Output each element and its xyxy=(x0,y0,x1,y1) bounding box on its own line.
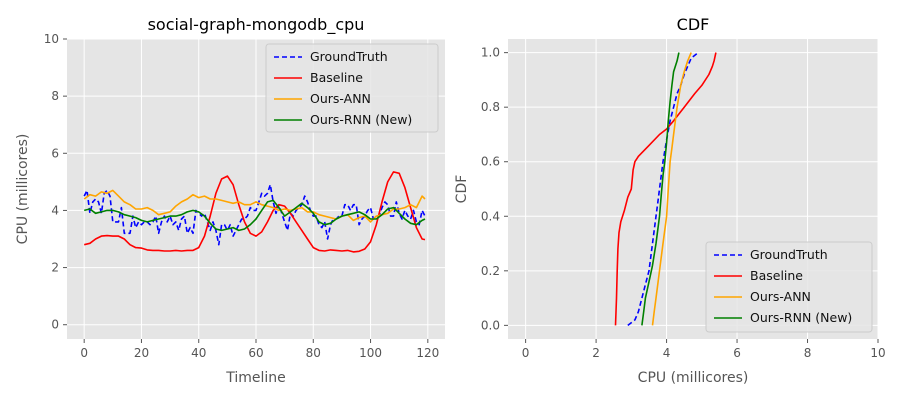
y-tick-label: 10 xyxy=(44,32,59,46)
x-tick-label: 60 xyxy=(248,346,263,360)
x-tick-label: 40 xyxy=(191,346,206,360)
y-tick-label: 6 xyxy=(51,146,59,160)
series-line-groundtruth xyxy=(83,183,426,246)
chart-title: CDF xyxy=(677,15,710,34)
y-tick-label: 0.0 xyxy=(481,318,500,332)
x-tick-label: 4 xyxy=(663,346,671,360)
legend: GroundTruth Baseline Ours-ANN Ours-RNN (New… xyxy=(265,43,439,133)
y-tick-label: 0.8 xyxy=(481,100,500,114)
x-tick-label: 6 xyxy=(733,346,741,360)
legend-label-groundtruth: GroundTruth xyxy=(310,49,388,64)
y-tick-label: 0.4 xyxy=(481,209,500,223)
legend-label-ours-rnn-new: Ours-RNN (New) xyxy=(310,112,412,127)
y-tick-label: 8 xyxy=(51,89,59,103)
legend-label-groundtruth: GroundTruth xyxy=(750,247,828,262)
legend-label-ours-rnn-new: Ours-RNN (New) xyxy=(750,310,852,325)
y-tick-label: 0.2 xyxy=(481,264,500,278)
x-tick-label: 100 xyxy=(359,346,382,360)
series-line-baseline xyxy=(614,52,717,326)
legend-label-ours-ann: Ours-ANN xyxy=(310,91,371,106)
x-tick-label: 10 xyxy=(870,346,885,360)
x-tick-label: 8 xyxy=(804,346,812,360)
x-tick-label: 80 xyxy=(306,346,321,360)
legend-box xyxy=(265,43,439,133)
y-tick-label: 4 xyxy=(51,203,59,217)
x-tick-label: 2 xyxy=(592,346,600,360)
series-line-ours-rnn-new xyxy=(641,52,680,326)
x-tick-label: 0 xyxy=(522,346,530,360)
legend: GroundTruth Baseline Ours-ANN Ours-RNN (New… xyxy=(705,241,873,333)
x-tick-label: 20 xyxy=(134,346,149,360)
legend-box xyxy=(705,241,873,333)
cpu-cdf-chart: 0 2 4 6 8 10 0.0 0.2 0.4 0.6 0.8 1.0 CDF CPU (millico… xyxy=(454,15,886,386)
y-tick-label: 0.6 xyxy=(481,155,500,169)
series-line-ours-ann xyxy=(83,189,426,223)
y-axis-label: CDF xyxy=(454,175,470,204)
series-line-ours-ann xyxy=(651,52,692,326)
x-tick-label: 0 xyxy=(80,346,88,360)
y-axis-label: CPU (millicores) xyxy=(15,134,31,245)
x-axis-label: Timeline xyxy=(225,370,286,386)
y-tick-label: 1.0 xyxy=(481,46,500,60)
legend-label-ours-ann: Ours-ANN xyxy=(750,289,811,304)
chart-title: social-graph-mongodb_cpu xyxy=(148,15,365,35)
x-tick-label: 120 xyxy=(416,346,439,360)
y-tick-label: 2 xyxy=(51,261,59,275)
series-line-ours-rnn-new xyxy=(84,199,426,232)
series-line-baseline xyxy=(84,171,426,253)
legend-label-baseline: Baseline xyxy=(310,70,363,85)
cpu-timeline-chart: 0 20 40 60 80 100 120 0 2 4 6 8 10 social-graph-mongo… xyxy=(15,15,445,386)
x-axis-label: CPU (millicores) xyxy=(638,370,749,386)
y-tick-label: 0 xyxy=(51,318,59,332)
legend-label-baseline: Baseline xyxy=(750,268,803,283)
